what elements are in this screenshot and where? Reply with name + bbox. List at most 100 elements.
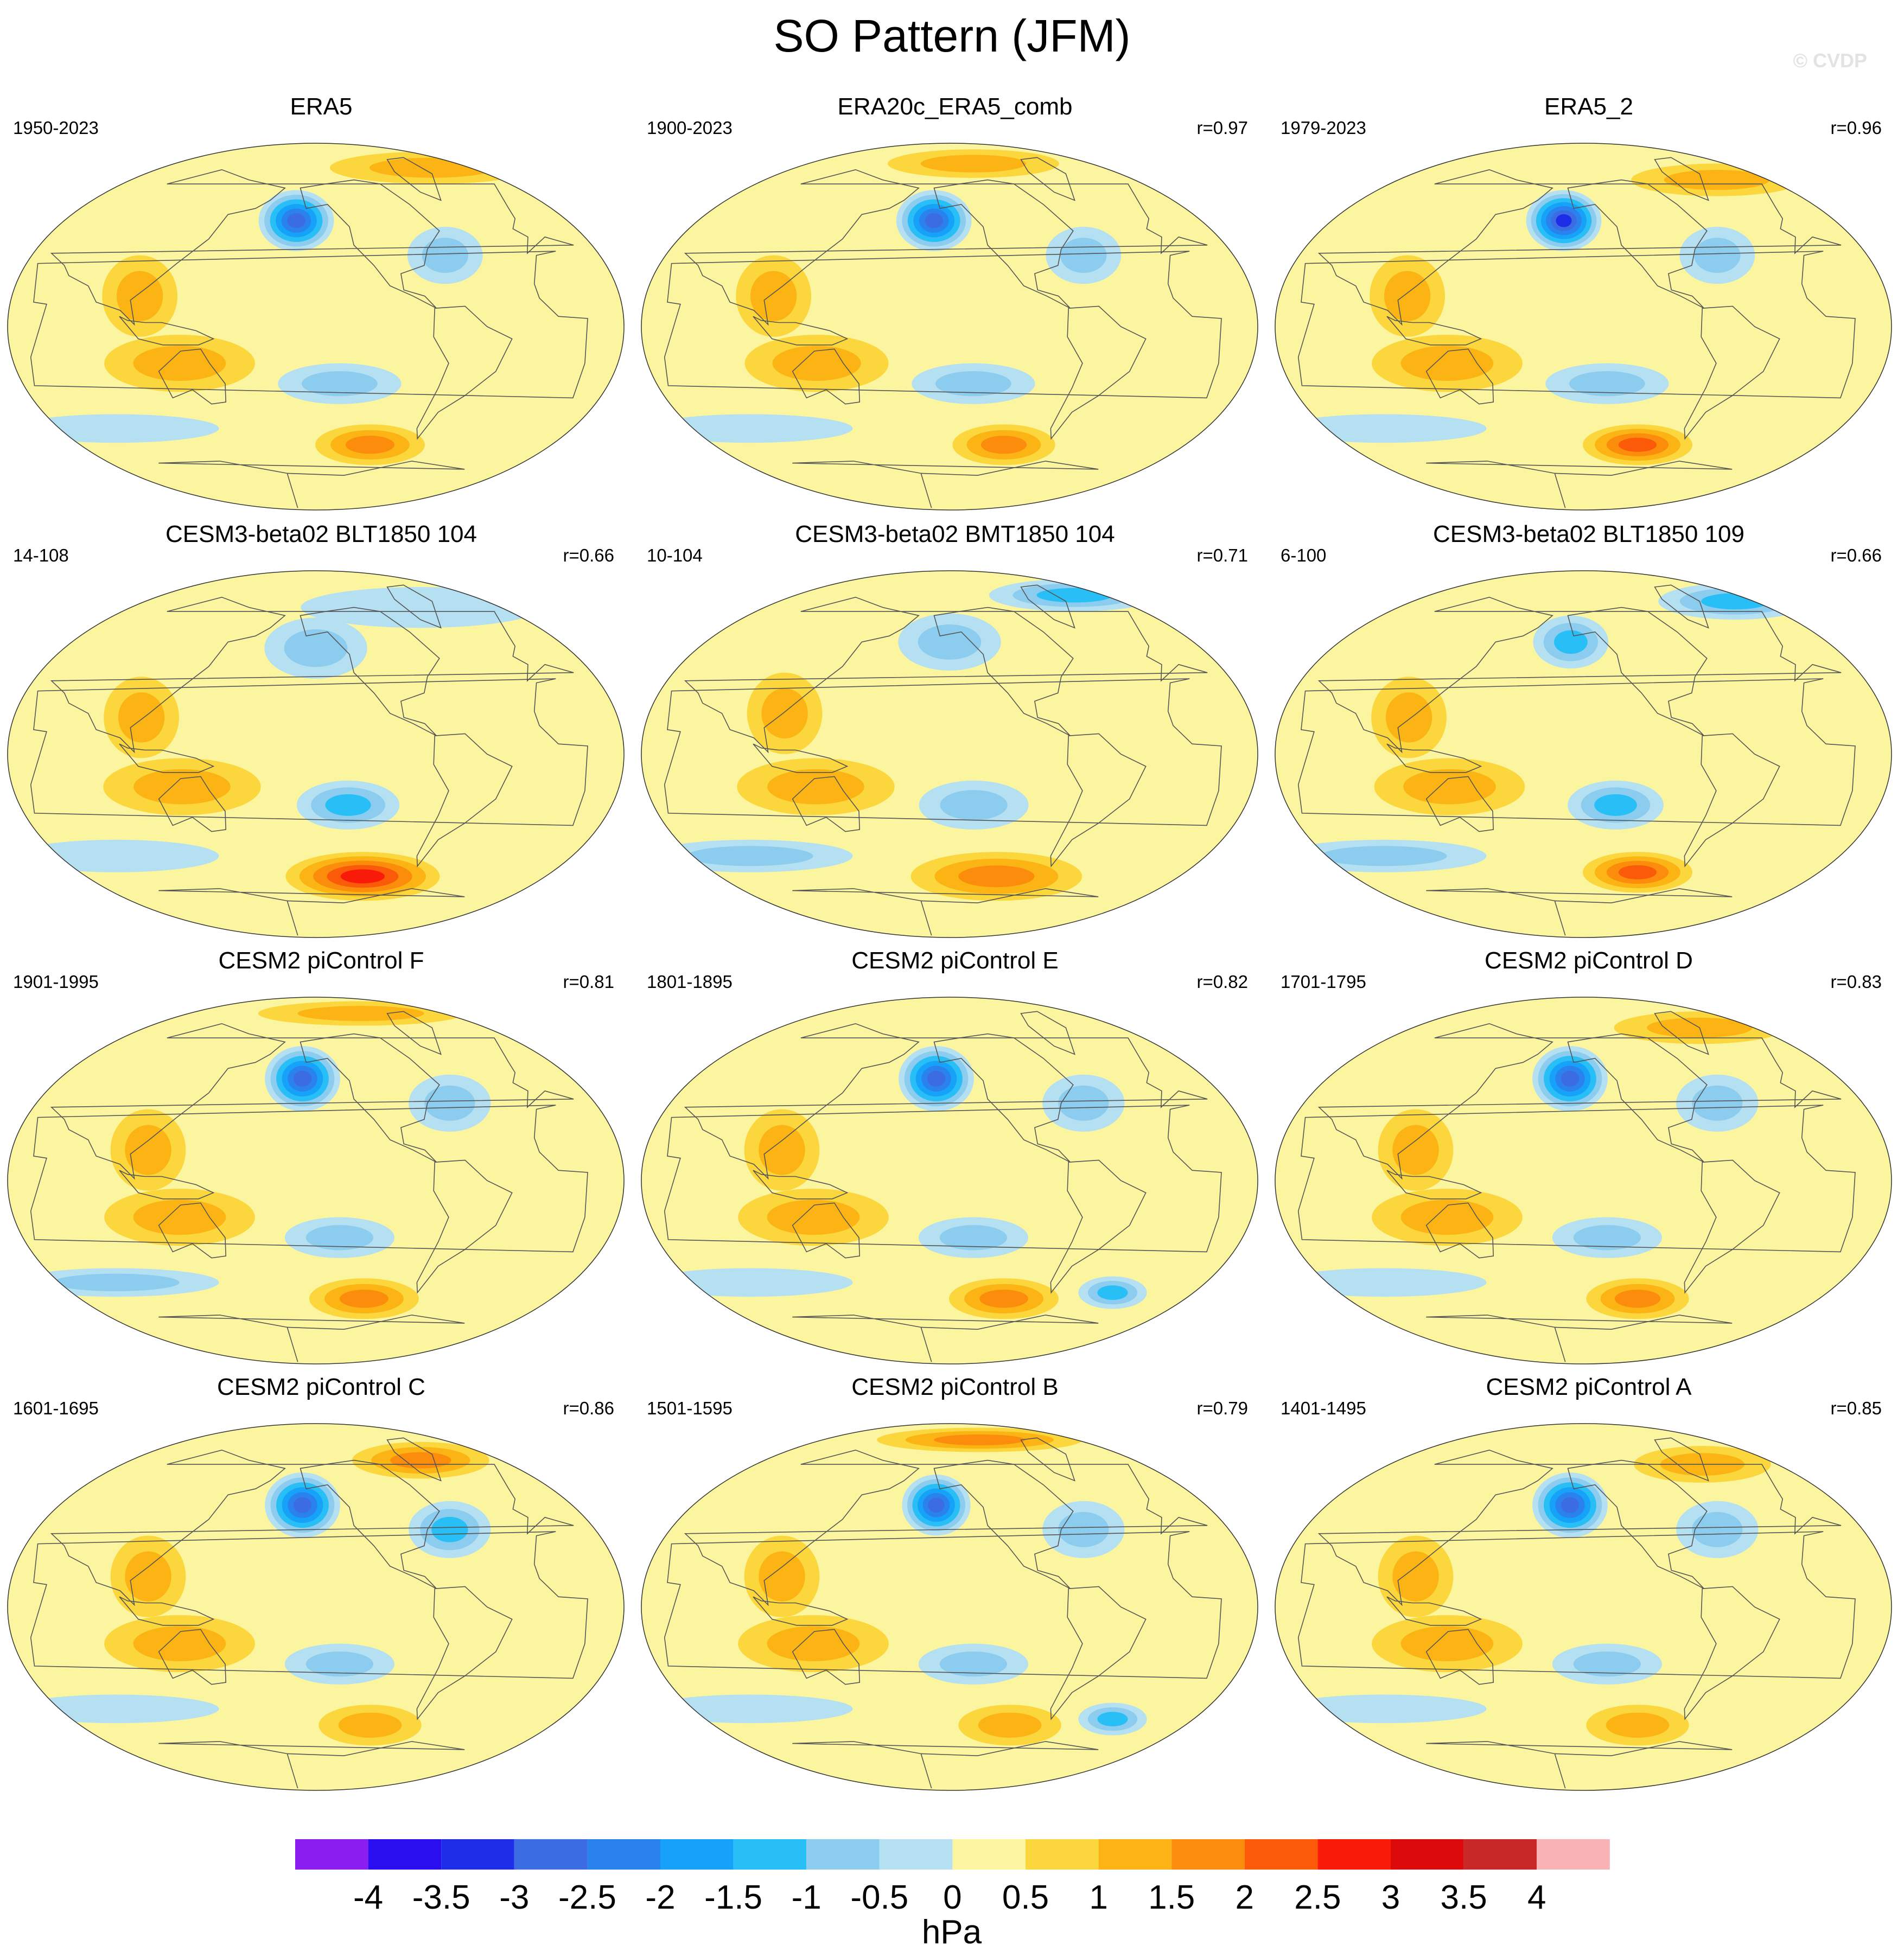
contour-level	[761, 688, 808, 739]
contour-level	[13, 839, 219, 872]
panel-years: 10-104	[647, 545, 703, 565]
coastline-greenland	[1654, 1011, 1709, 1055]
coastline-africa	[664, 251, 1222, 399]
anomaly-feature	[898, 613, 1001, 671]
colorbar-swatch	[879, 1839, 953, 1870]
contour-level	[284, 629, 348, 667]
colorbar-swatch	[295, 1839, 368, 1870]
map-svg	[7, 570, 625, 938]
anomaly-feature	[13, 1694, 219, 1724]
map-border	[7, 997, 625, 1364]
coastline-greenland	[386, 1011, 442, 1055]
map-border	[1275, 570, 1892, 938]
contour-level	[647, 414, 853, 443]
anomaly-feature	[1281, 1268, 1487, 1297]
contour-level	[325, 794, 371, 816]
anomaly-feature	[912, 363, 1035, 404]
anomaly-feature	[104, 1189, 255, 1246]
map-svg	[7, 1423, 625, 1791]
contour-level	[1664, 170, 1770, 190]
coastline-north-america	[933, 1459, 1074, 1589]
coastline-africa	[1297, 251, 1856, 399]
contour-level	[767, 1626, 860, 1661]
anomaly-feature	[1526, 190, 1602, 251]
map-svg	[641, 570, 1258, 938]
coastline-africa	[664, 678, 1222, 826]
map-border	[641, 997, 1258, 1364]
coastline-australia	[158, 1202, 227, 1259]
panel-years: 1979-2023	[1281, 118, 1366, 138]
colorbar-swatch	[514, 1839, 588, 1870]
panel-title: CESM2 piControl D	[1485, 947, 1693, 974]
contour-level	[935, 371, 1011, 397]
contour-level	[338, 1712, 402, 1738]
contour-level	[13, 414, 219, 443]
contour-level	[925, 213, 943, 228]
colorbar-swatch	[660, 1839, 734, 1870]
panel-title: CESM2 piControl B	[851, 1374, 1059, 1400]
coastline-south-america	[1050, 305, 1147, 440]
panel-title: CESM2 piControl E	[851, 947, 1059, 974]
anomaly-feature	[330, 151, 536, 184]
coastline-africa	[664, 1531, 1222, 1679]
contour-level	[980, 436, 1027, 454]
panel-title: CESM3-beta02 BMT1850 104	[795, 521, 1115, 547]
contour-level	[1556, 214, 1572, 227]
contour-level	[1036, 588, 1113, 603]
map-border	[7, 570, 625, 938]
panel-correlation: r=0.71	[1196, 545, 1249, 565]
coastline-north-america	[1567, 1033, 1708, 1163]
anomaly-feature	[1281, 414, 1487, 443]
panel-years: 1401-1495	[1281, 1398, 1366, 1418]
anomaly-feature	[1372, 1615, 1523, 1673]
coastline-greenland	[1020, 1437, 1075, 1482]
anomaly-feature	[1078, 1276, 1147, 1309]
contour-level	[1097, 1712, 1128, 1726]
continent-outlines	[664, 157, 1222, 508]
contour-level	[340, 1290, 389, 1308]
contour-level	[133, 1200, 226, 1235]
coastline-greenland	[1020, 157, 1075, 201]
coastline-europe-asia	[50, 1449, 574, 1606]
anomaly-feature	[989, 579, 1161, 612]
contour-level	[1573, 1225, 1641, 1251]
coastline-greenland	[1020, 584, 1075, 629]
coastline-australia	[1425, 1629, 1494, 1685]
anomaly-feature	[104, 677, 179, 758]
panel-title: ERA5	[290, 93, 353, 120]
contour-level	[431, 1516, 468, 1542]
coastline-antarctica	[158, 461, 465, 508]
anomaly-feature	[1533, 615, 1609, 669]
colorbar-swatch	[1026, 1839, 1099, 1870]
colorbar-tick-label: 0.5	[1002, 1879, 1049, 1916]
anomaly-feature	[284, 1643, 394, 1685]
anomaly-feature	[13, 839, 219, 872]
anomaly-feature	[949, 1278, 1059, 1319]
coastline-greenland	[1654, 584, 1709, 629]
contour-level	[1561, 1070, 1580, 1087]
coastline-indonesia	[753, 1596, 849, 1626]
anomaly-feature	[1532, 1472, 1608, 1538]
anomaly-feature	[309, 1278, 419, 1319]
colorbar-swatch	[1171, 1839, 1245, 1870]
anomaly-feature	[747, 672, 823, 754]
map-border	[641, 570, 1258, 938]
coastline-antarctica	[1426, 1315, 1733, 1362]
anomaly-feature	[738, 1615, 889, 1673]
colorbar: -4 -3.5 -3 -2.5 -2 -1.5 -1 -0.5 0 0.5 1 1.5 2 2.5 3 3.5…	[295, 1839, 1610, 1951]
coastline-south-america	[1684, 305, 1780, 440]
colorbar-tick-label: -1	[792, 1879, 822, 1916]
contour-level	[1060, 238, 1107, 273]
colorbar-tick-label: -2	[645, 1879, 675, 1916]
coastline-antarctica	[1426, 1741, 1733, 1789]
map-panel: CESM3-beta02 BLT1850 104 14-108 r=0.66	[7, 520, 636, 948]
anomaly-feature	[1631, 163, 1803, 196]
contour-level	[1618, 437, 1657, 452]
continent-outlines	[30, 584, 588, 936]
map-border	[641, 143, 1258, 511]
coastline-greenland	[386, 1437, 442, 1482]
anomaly-feature	[647, 1268, 853, 1297]
contour-level	[686, 846, 813, 866]
coastline-north-america	[300, 1459, 440, 1589]
colorbar-tick-label: -1.5	[704, 1879, 762, 1916]
